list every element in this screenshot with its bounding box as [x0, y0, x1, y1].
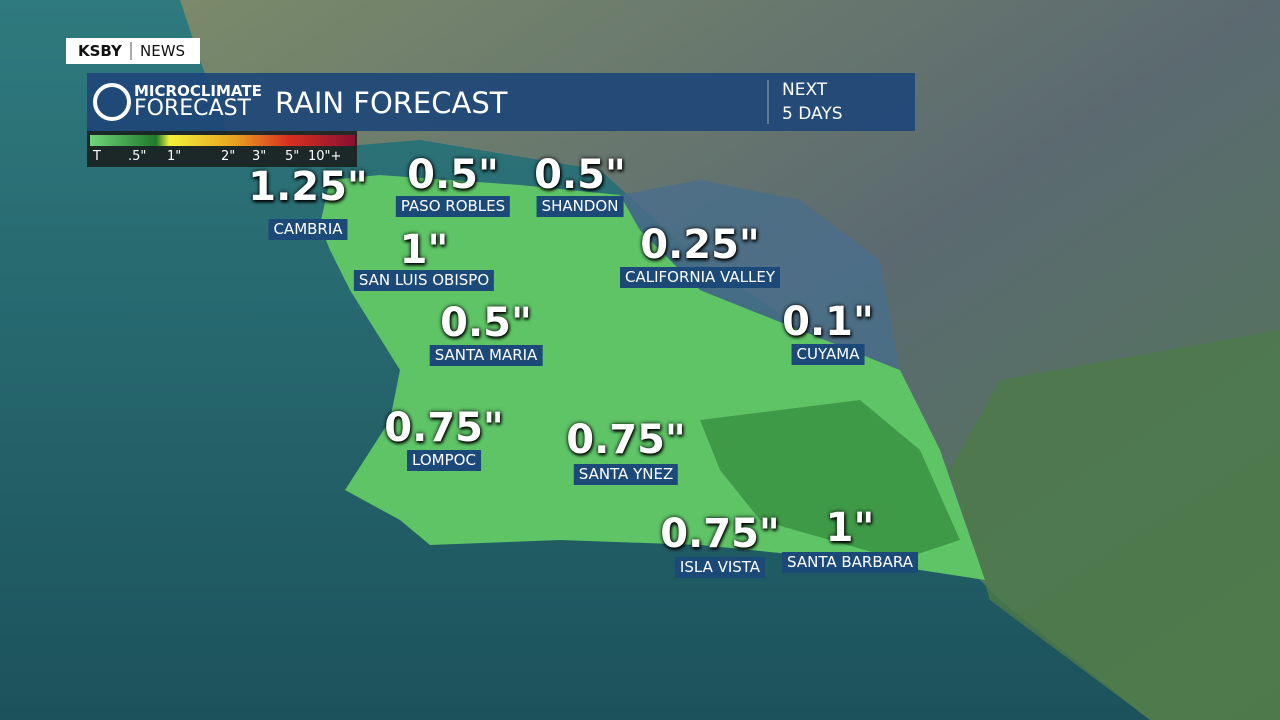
heavy-rain-area — [700, 400, 960, 560]
rain-amount: 0.25" — [640, 222, 760, 268]
logo-bottom: FORECAST — [134, 96, 251, 121]
location-name: LOMPOC — [407, 450, 481, 471]
rain-amount: 0.75" — [566, 417, 686, 463]
station-label: NEWS — [140, 42, 186, 60]
rain-amount: 1.25" — [248, 164, 368, 210]
rain-amount: 0.5" — [440, 300, 532, 346]
location-name: PASO ROBLES — [395, 196, 511, 217]
header-bar — [87, 73, 915, 131]
land-green — [950, 330, 1280, 720]
legend-label: T — [93, 149, 101, 164]
rain-amount: 0.5" — [534, 152, 626, 198]
legend-label: 10"+ — [308, 149, 342, 164]
location-name: ISLA VISTA — [674, 557, 766, 578]
location-name: CUYAMA — [791, 344, 865, 365]
location-name: SHANDON — [536, 196, 624, 217]
location-name: CAMBRIA — [268, 219, 348, 240]
rain-amount: 0.1" — [782, 299, 874, 345]
location-name: SANTA MARIA — [429, 345, 543, 366]
logo-top: MICROCLIMATE — [134, 82, 262, 100]
rain-amount: 0.75" — [384, 405, 504, 451]
legend-label: 5" — [285, 149, 300, 164]
brand-tag — [66, 38, 200, 64]
legend-label: 2" — [221, 149, 236, 164]
legend-label: .5" — [128, 149, 147, 164]
period-top: NEXT — [782, 80, 828, 100]
legend-bar — [90, 135, 355, 146]
location-name: SAN LUIS OBISPO — [353, 270, 495, 291]
location-name: SANTA BARBARA — [782, 552, 918, 573]
legend-label: 1" — [167, 149, 182, 164]
location-name: CALIFORNIA VALLEY — [620, 267, 780, 288]
period-bottom: 5 DAYS — [782, 104, 843, 124]
rain-amount: 0.5" — [407, 152, 499, 198]
title: RAIN FORECAST — [275, 86, 508, 120]
location-name: SANTA YNEZ — [573, 464, 679, 485]
logo-mark — [93, 83, 131, 121]
legend-label: 3" — [252, 149, 267, 164]
station: KSBY — [78, 42, 122, 60]
rain-amount: 0.75" — [660, 511, 780, 557]
rain-amount: 1" — [399, 227, 449, 273]
rain-amount: 1" — [825, 505, 875, 551]
